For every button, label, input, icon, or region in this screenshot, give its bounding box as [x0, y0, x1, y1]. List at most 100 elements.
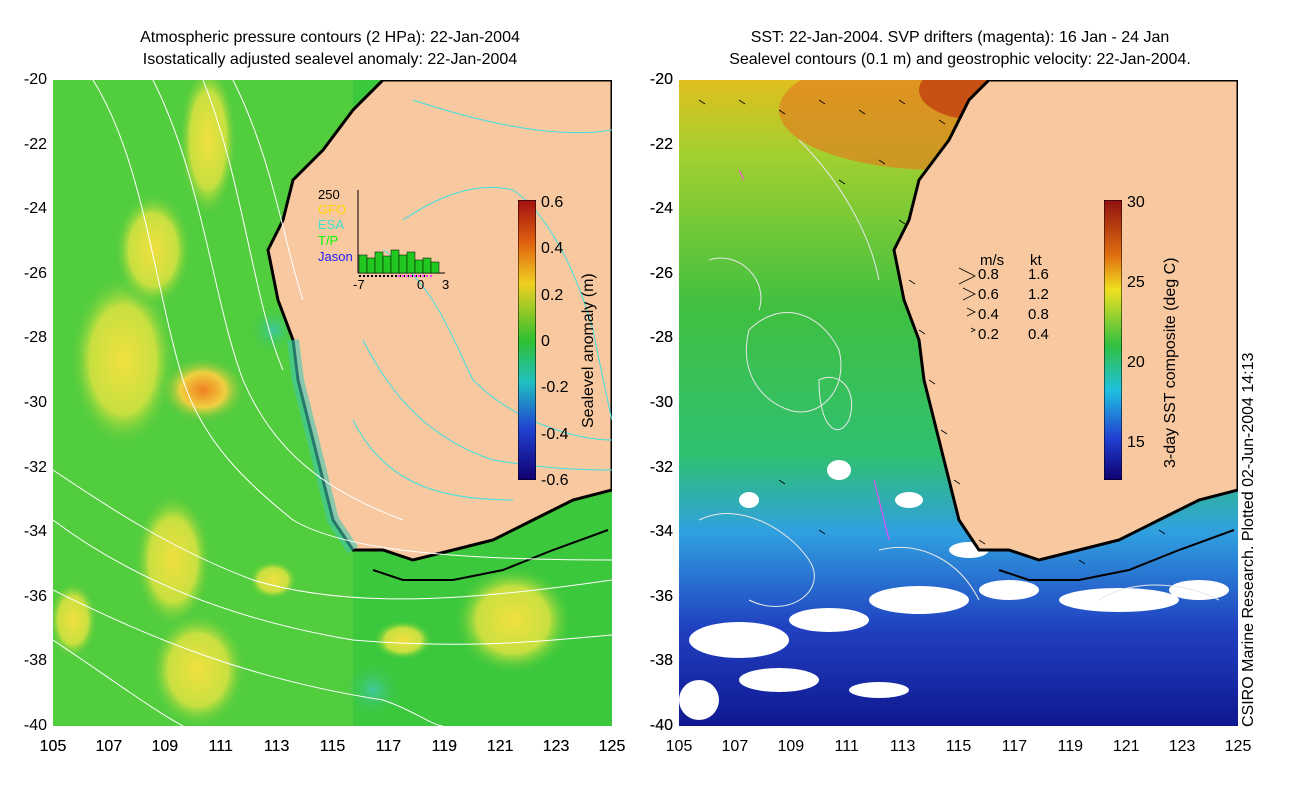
inset-legend-esa: ESA	[318, 217, 345, 232]
x-tick-label: 113	[889, 738, 916, 755]
right-title-line1: SST: 22-Jan-2004. SVP drifters (magenta)…	[750, 29, 1170, 46]
right-title-line2: Sealevel contours (0.1 m) and geostrophi…	[729, 51, 1191, 68]
inset-ymax-label: 250	[318, 187, 340, 202]
sla-colorbar-tick: 0.4	[541, 240, 564, 258]
sla-colorbar-tick: 0.6	[541, 194, 564, 211]
y-tick-label: -28	[23, 329, 47, 347]
sst-colorbar-tick: 15	[1127, 434, 1145, 451]
y-tick-label: -26	[649, 264, 673, 282]
sla-colorbar-tick: 0.2	[541, 286, 564, 304]
x-tick-label: 117	[375, 738, 402, 755]
y-tick-label: -34	[23, 523, 47, 541]
velocity-legend-ms-value: 0.6	[978, 286, 999, 303]
velocity-legend-kt-value: 0.8	[1028, 306, 1049, 323]
y-tick-label: -38	[649, 652, 673, 670]
sla-colorbar-tick: -0.6	[541, 471, 569, 489]
y-tick-label: -36	[23, 587, 47, 605]
inset-xlabel-zero: 0	[417, 277, 425, 292]
sla-colorbar	[518, 200, 536, 480]
x-tick-label: 107	[95, 738, 123, 755]
x-tick-label: 115	[945, 738, 972, 755]
velocity-legend-arrows	[958, 267, 976, 333]
y-tick-label: -22	[649, 135, 673, 153]
x-tick-label: 111	[208, 738, 233, 755]
y-tick-label: -20	[23, 71, 47, 88]
y-tick-label: -30	[23, 394, 47, 411]
x-tick-label: 117	[1001, 738, 1028, 755]
y-tick-label: -40	[649, 717, 673, 734]
sst-map	[679, 80, 1238, 726]
velocity-legend-kt-value: 0.4	[1028, 326, 1049, 343]
y-tick-label: -28	[649, 329, 673, 347]
y-tick-label: -24	[23, 200, 47, 218]
y-tick-label: -28	[649, 329, 673, 347]
y-tick-label: -40	[23, 717, 47, 734]
x-tick-label: 115	[319, 738, 346, 755]
velocity-legend-kt-value: 1.6	[1028, 266, 1049, 283]
y-tick-label: -26	[649, 264, 673, 282]
x-tick-label: 121	[486, 738, 514, 755]
x-tick-label: 125	[1224, 738, 1252, 755]
y-tick-label: -40	[649, 717, 673, 734]
sst-colorbar-label: 3-day SST composite (deg C)	[1162, 257, 1179, 468]
y-tick-label: -38	[649, 652, 673, 670]
x-tick-label: 119	[431, 738, 458, 755]
left-title-line1: Atmospheric pressure contours (2 HPa): 2…	[140, 29, 520, 46]
inset-legend-tp: T/P	[318, 233, 339, 248]
inset-legend-gfo: GFO	[318, 202, 347, 217]
velocity-legend-ms-value: 0.2	[978, 326, 999, 343]
y-tick-label: -22	[23, 135, 47, 153]
y-tick-label: -20	[649, 71, 673, 88]
credit-text: CSIRO Marine Research. Plotted 02-Jun-20…	[1240, 352, 1257, 727]
y-tick-label: -34	[649, 523, 673, 541]
x-tick-label: 105	[39, 738, 67, 755]
x-tick-label: 105	[665, 738, 693, 755]
y-tick-label: -30	[649, 394, 673, 411]
y-tick-label: -32	[23, 458, 47, 476]
x-tick-label: 113	[263, 738, 290, 755]
x-tick-label: 119	[1057, 738, 1084, 755]
sla-colorbar-tick: -0.2	[541, 379, 569, 397]
sea-level-anomaly-map	[53, 80, 612, 726]
velocity-legend-ms-value: 0.4	[978, 306, 999, 323]
x-tick-label: 125	[598, 738, 626, 755]
y-tick-label: -36	[649, 587, 673, 605]
x-tick-label: 121	[1112, 738, 1140, 755]
sla-colorbar-tick: 0	[541, 332, 550, 350]
sla-colorbar-tick: -0.4	[541, 425, 569, 443]
sst-colorbar-tick: 25	[1127, 274, 1145, 291]
y-tick-label: -32	[649, 458, 673, 476]
x-tick-label: 117	[375, 738, 402, 755]
y-tick-label: -26	[23, 264, 47, 282]
sst-colorbar	[1104, 200, 1122, 480]
x-tick-label: 107	[721, 738, 749, 755]
x-tick-label: 119	[431, 738, 458, 755]
x-tick-label: 111	[834, 738, 859, 755]
sst-colorbar-tick: 30	[1127, 194, 1145, 211]
x-tick-label: 123	[1168, 738, 1196, 755]
left-title-line2: Isostatically adjusted sealevel anomaly:…	[142, 51, 518, 68]
x-tick-label: 111	[208, 738, 233, 755]
velocity-legend-ms-value: 0.8	[978, 266, 999, 283]
y-tick-label: -30	[649, 394, 673, 411]
x-tick-label: 125	[598, 738, 626, 755]
x-tick-label: 115	[319, 738, 346, 755]
y-tick-label: -38	[23, 652, 47, 670]
velocity-legend-header-ms: m/s	[980, 252, 1005, 269]
y-tick-label: -34	[649, 523, 673, 541]
velocity-legend-kt-value: 1.2	[1028, 286, 1049, 303]
x-tick-label: 123	[542, 738, 570, 755]
x-tick-label: 107	[95, 738, 123, 755]
velocity-legend-header-kt: kt	[1030, 252, 1042, 269]
sla-colorbar-label: Sealevel anomaly (m)	[580, 273, 597, 428]
sst-colorbar-tick: 20	[1127, 354, 1145, 371]
x-tick-label: 105	[39, 738, 67, 755]
y-tick-label: -24	[649, 200, 673, 218]
inset-xlabel-end: 3	[442, 277, 450, 292]
y-tick-label: -24	[649, 200, 673, 218]
y-tick-label: -32	[649, 458, 673, 476]
inset-xlabel-start: -7	[353, 277, 365, 292]
inset-legend-jason: Jason	[318, 249, 353, 264]
y-tick-label: -36	[649, 587, 673, 605]
x-tick-label: 109	[151, 738, 179, 755]
